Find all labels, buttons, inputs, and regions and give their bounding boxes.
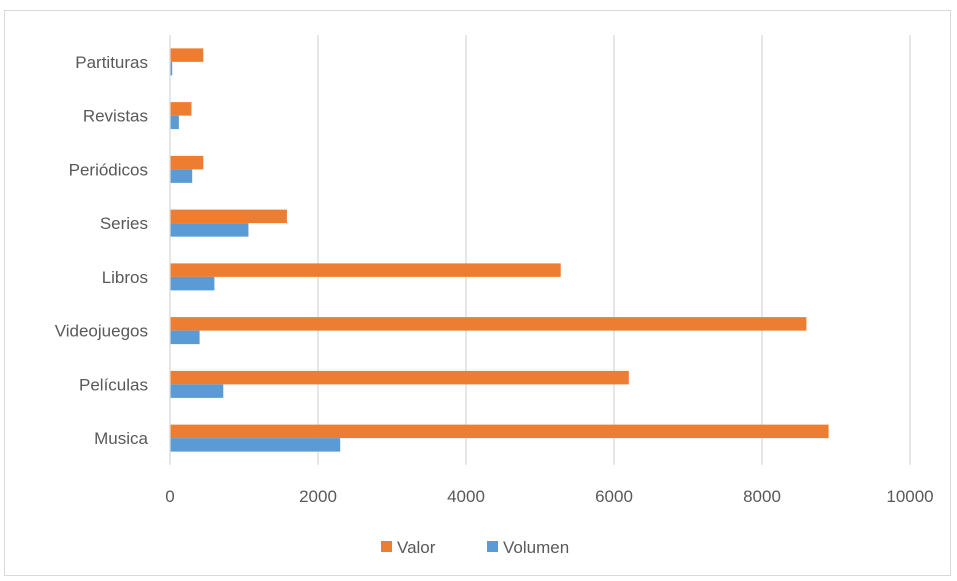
bar-valor-musica bbox=[170, 424, 829, 439]
bar-volumen-partituras bbox=[170, 61, 173, 76]
x-tick-label: 6000 bbox=[595, 487, 633, 506]
bar-volumen-revistas bbox=[170, 115, 179, 130]
legend-item-valor: Valor bbox=[381, 538, 436, 557]
bar-volumen-películas bbox=[170, 384, 224, 398]
chart-frame bbox=[4, 10, 951, 576]
x-tick-label: 10000 bbox=[886, 487, 933, 506]
bars bbox=[170, 48, 829, 452]
category-label: Libros bbox=[102, 268, 148, 287]
legend-item-volumen: Volumen bbox=[487, 538, 569, 557]
category-label: Revistas bbox=[83, 107, 148, 126]
bar-valor-series bbox=[170, 209, 287, 224]
category-label: Periódicos bbox=[69, 160, 148, 179]
bar-valor-periódicos bbox=[170, 155, 204, 170]
bar-valor-revistas bbox=[170, 102, 192, 116]
legend: Valor Volumen bbox=[381, 538, 569, 557]
legend-swatch bbox=[381, 541, 392, 552]
x-tick-label: 0 bbox=[165, 487, 174, 506]
category-label: Series bbox=[100, 214, 148, 233]
legend-swatch bbox=[487, 541, 498, 552]
category-label: Videojuegos bbox=[55, 322, 148, 341]
bar-volumen-musica bbox=[170, 438, 341, 452]
category-labels: Musica Películas Videojuegos Libros Series Pe… bbox=[55, 53, 149, 448]
legend-label: Volumen bbox=[503, 538, 569, 557]
legend-label: Valor bbox=[397, 538, 436, 557]
x-tick-label: 2000 bbox=[299, 487, 337, 506]
gridlines bbox=[317, 35, 911, 465]
x-tick-label: 4000 bbox=[447, 487, 485, 506]
bar-volumen-videojuegos bbox=[170, 330, 200, 345]
value-tick-labels: 0 2000 4000 6000 8000 10000 bbox=[165, 487, 933, 506]
category-label: Películas bbox=[79, 375, 148, 394]
x-tick-label: 8000 bbox=[743, 487, 781, 506]
bar-volumen-series bbox=[170, 223, 249, 237]
bar-valor-películas bbox=[170, 370, 629, 385]
category-label: Partituras bbox=[75, 53, 148, 72]
category-label: Musica bbox=[94, 429, 148, 448]
bar-valor-libros bbox=[170, 263, 561, 277]
bar-volumen-periódicos bbox=[170, 169, 193, 183]
bar-volumen-libros bbox=[170, 276, 215, 291]
bar-valor-videojuegos bbox=[170, 317, 807, 331]
bar-valor-partituras bbox=[170, 48, 204, 62]
